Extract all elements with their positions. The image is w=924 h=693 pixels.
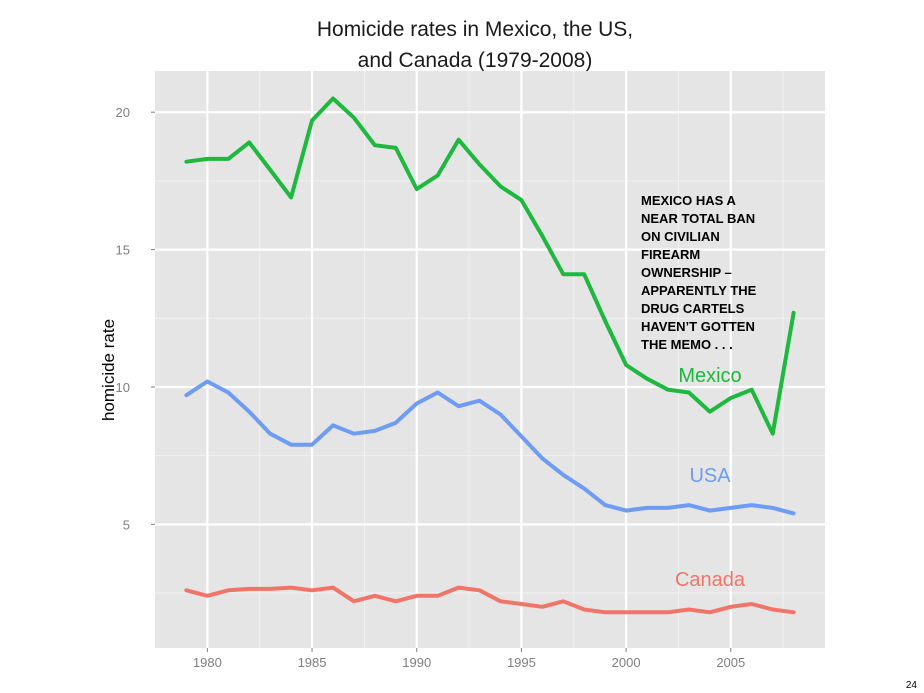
annotation-line: FIREARM bbox=[641, 247, 700, 262]
series-line-mexico bbox=[184, 96, 796, 436]
annotation-line: MEXICO HAS A bbox=[641, 193, 736, 208]
annotation-line: HAVEN’T GOTTEN bbox=[641, 319, 755, 334]
annotation-line: APPARENTLY THE bbox=[641, 283, 757, 298]
y-axis-label: homicide rate bbox=[99, 319, 118, 421]
x-axis-ticks: 1980 1985 1990 1995 2000 2005 bbox=[193, 648, 745, 670]
y-tick-label: 15 bbox=[116, 243, 130, 258]
x-tick-label: 1995 bbox=[507, 655, 536, 670]
annotation-line: DRUG CARTELS bbox=[641, 301, 745, 316]
grid-minor bbox=[155, 71, 825, 648]
annotation-line: ON CIVILIAN bbox=[641, 229, 720, 244]
chart-title-line-1: Homicide rates in Mexico, the US, bbox=[317, 18, 633, 41]
annotation-line: OWNERSHIP – bbox=[641, 265, 732, 280]
page-number: 24 bbox=[906, 680, 918, 691]
y-axis-ticks: 5 10 15 20 bbox=[116, 105, 155, 532]
grid-major bbox=[155, 71, 825, 648]
x-tick-label: 1990 bbox=[402, 655, 431, 670]
series-line-usa bbox=[184, 379, 796, 516]
annotation-line: NEAR TOTAL BAN bbox=[641, 211, 755, 226]
series-label-usa: USA bbox=[689, 465, 731, 487]
annotation-block: MEXICO HAS A NEAR TOTAL BAN ON CIVILIAN … bbox=[641, 193, 757, 352]
y-tick-label: 5 bbox=[123, 517, 130, 532]
y-tick-label: 10 bbox=[116, 380, 130, 395]
y-tick-label: 20 bbox=[116, 105, 130, 120]
plot-panel bbox=[155, 71, 825, 648]
series-label-mexico: Mexico bbox=[678, 365, 741, 387]
chart-title-line-2: and Canada (1979-2008) bbox=[358, 49, 593, 72]
x-tick-label: 2005 bbox=[716, 655, 745, 670]
x-tick-label: 1985 bbox=[298, 655, 327, 670]
annotation-line: THE MEMO . . . bbox=[641, 337, 733, 352]
x-tick-label: 1980 bbox=[193, 655, 222, 670]
series-line-canada bbox=[184, 585, 796, 615]
series-label-canada: Canada bbox=[675, 569, 746, 591]
x-tick-label: 2000 bbox=[612, 655, 641, 670]
series-lines bbox=[184, 96, 796, 615]
